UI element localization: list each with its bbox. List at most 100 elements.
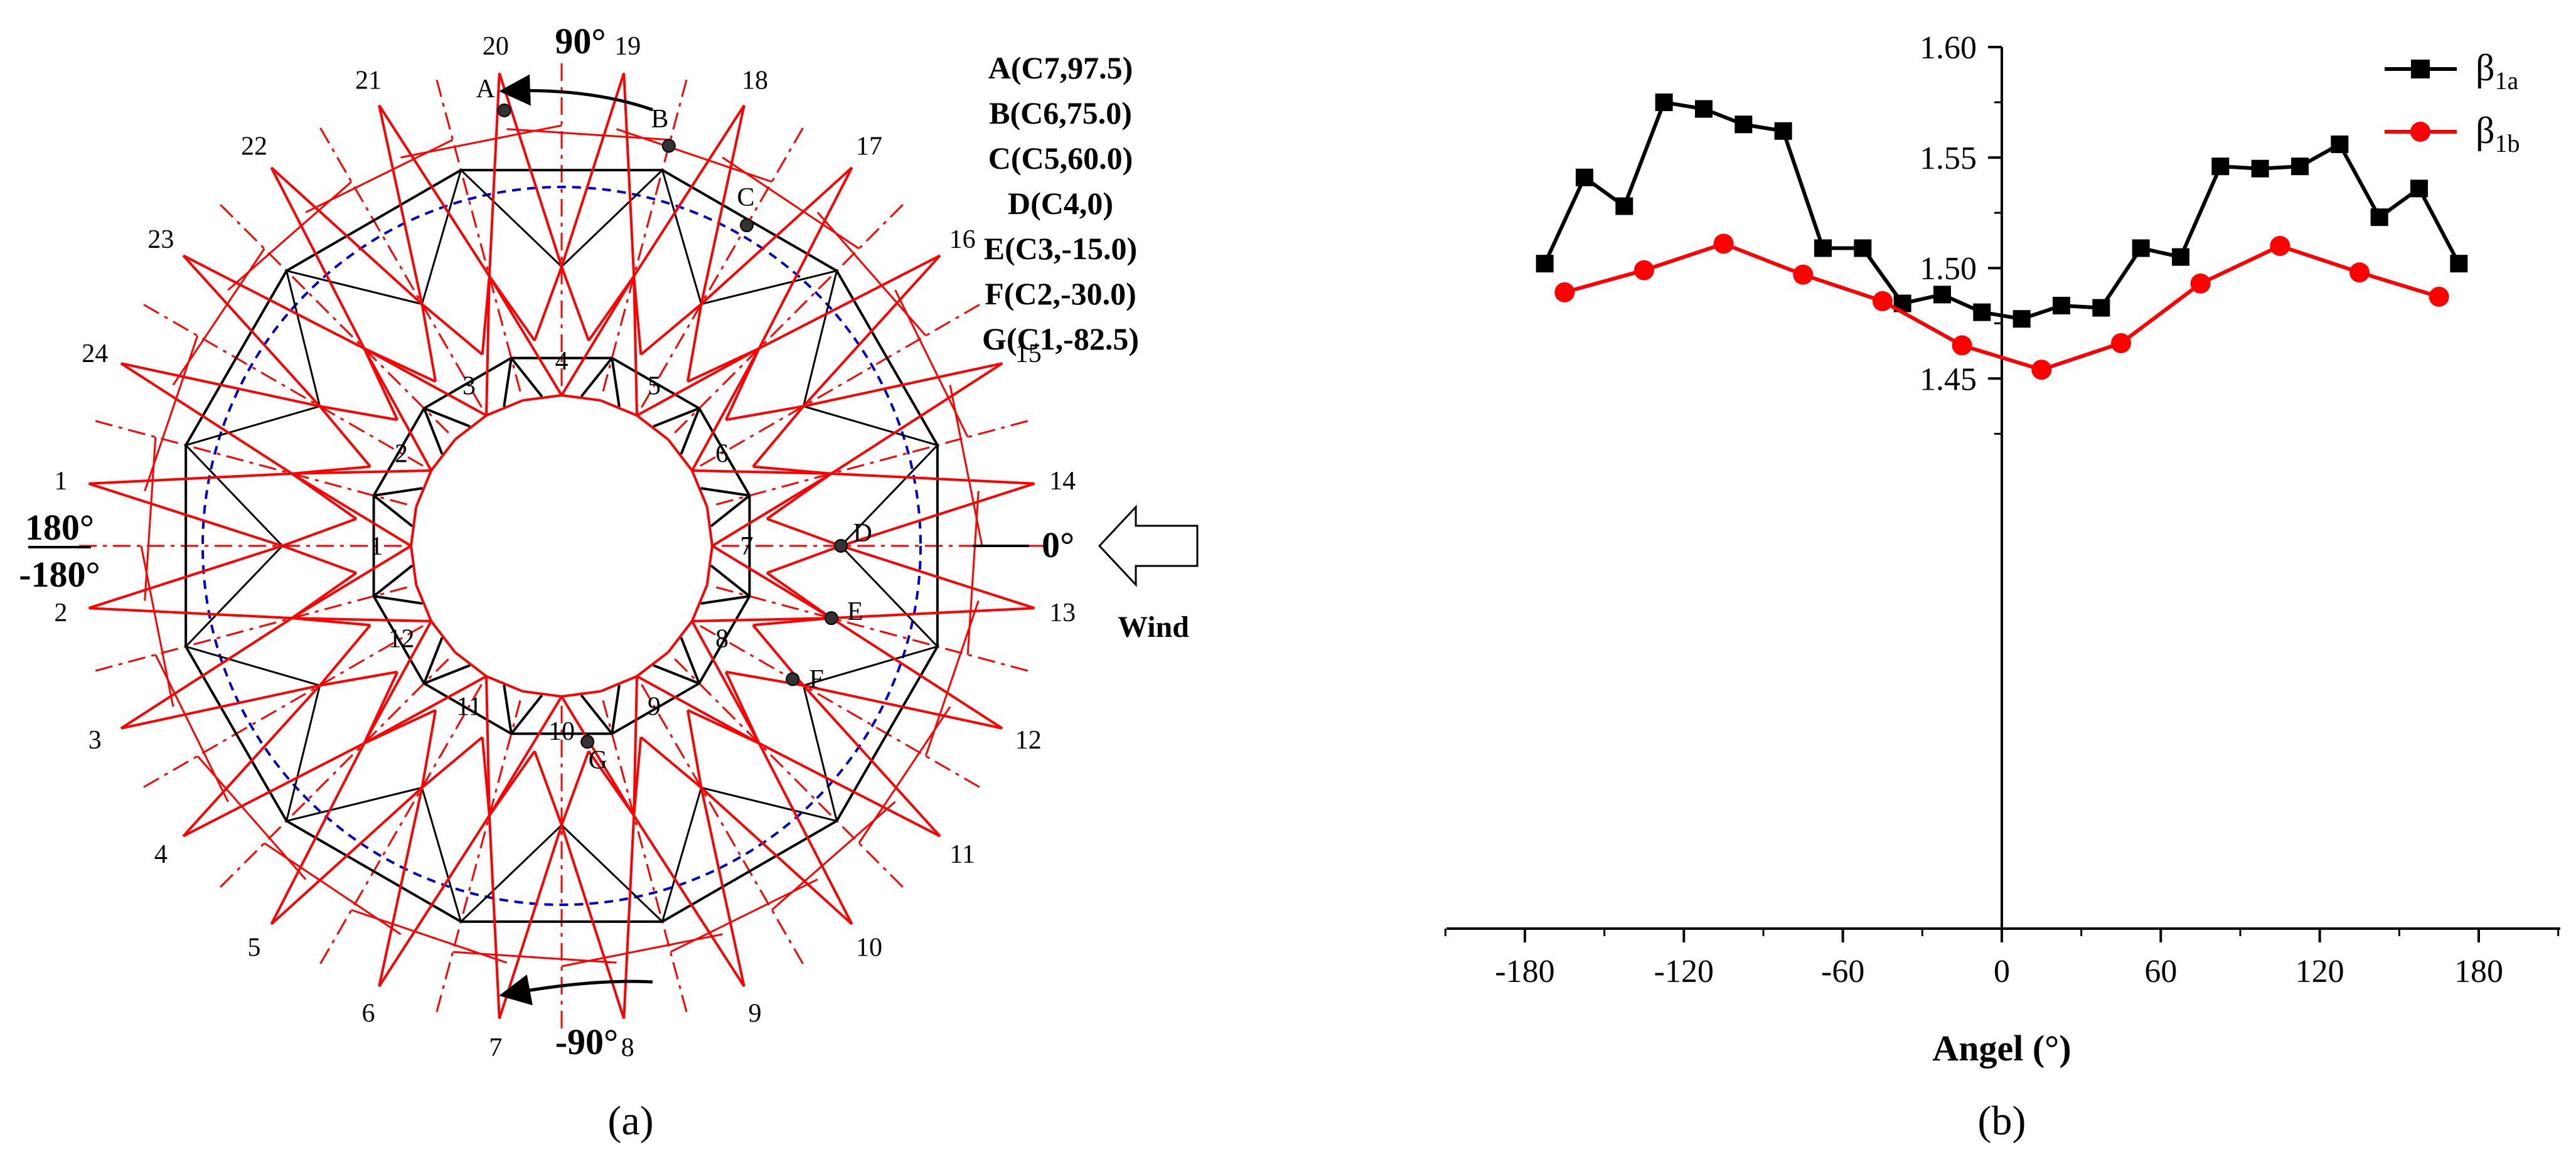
radial-guide-line [700,302,983,467]
outer-node-number: 20 [483,32,509,61]
data-point-β1b [1554,282,1575,302]
outer-node-number: 3 [88,726,102,755]
inner-ring-member [415,470,433,508]
outer-spike-member [488,73,501,277]
outer-spike-member [700,786,853,925]
x-tick-label: 0 [1994,954,2010,989]
x-axis-label: Angel (°) [1932,1028,2071,1069]
middle-ring-member [686,710,703,788]
wind-zero-label: 0° [1042,525,1074,565]
outer-node-number: 11 [949,840,975,869]
inner-ring-member [636,414,669,440]
outer-spike-member [182,254,321,407]
outer-spike-member [831,607,1035,620]
radial-guide-line [674,658,907,891]
middle-ring-member [560,266,590,341]
diagonal-strut [292,469,432,475]
measurement-point-label: D [853,519,872,548]
radial-guide-line [92,419,408,506]
middle-ring-member [319,670,398,687]
diagonal-strut [692,469,831,475]
radial-guide-line [318,684,483,968]
radial-guide-line [641,684,806,968]
radial-guide-line [602,700,689,1016]
wind-arrow-icon [1098,504,1199,587]
inner-truss-member [373,564,414,597]
inner-truss-member [700,595,750,605]
outer-node-number: 6 [361,1000,375,1028]
data-point-β1a [1854,239,1872,257]
data-point-β1a [2092,299,2110,317]
legend-label-b1a: β1a [2476,47,2519,95]
diagonal-strut [488,695,563,816]
radial-guide-line [715,586,1032,673]
inner-truss-member [423,682,512,735]
radial-guide-line [216,658,449,891]
outer-spike-member [758,254,941,350]
data-point-β1b [1952,335,1972,356]
middle-ring-member [725,405,804,422]
data-point-β1a [1536,255,1554,273]
outer-spike-member [378,104,491,277]
measurement-point-marker [786,672,800,686]
outer-link-member [185,545,284,648]
outer-link-member [286,270,422,306]
x-tick-label: -60 [1821,954,1864,989]
inner-ring-member [636,651,669,678]
outer-link-member [286,270,321,407]
data-point-β1a [1774,122,1792,140]
outer-node-number: 23 [147,225,174,254]
y-tick-label: 1.50 [1920,251,1977,287]
inner-ring-member [410,545,418,585]
measurement-point-label: F [809,665,823,694]
inner-truss-member [700,487,750,497]
y-axis-ticks: 1.45 1.50 1.55 1.60 [1920,30,2002,435]
outer-node-number: 10 [856,934,882,962]
inner-truss-member [373,494,414,528]
legend-line-f: F(C2,-30.0) [985,276,1136,311]
diagonal-strut [692,617,831,622]
middle-ring-member [421,303,483,356]
inner-ring-member [690,470,708,508]
data-point-β1a [2251,159,2269,178]
measurement-point-label: G [589,746,607,775]
outer-node-number: 1 [54,467,67,496]
outer-spike-member [88,472,292,485]
radial-guide-line [715,419,1032,506]
data-point-β1b [2349,262,2370,283]
inner-truss-member [680,637,701,684]
legend-line-b: B(C6,75.0) [989,95,1132,131]
inner-ring-member [705,545,713,585]
radial-guide-line [216,201,449,434]
caption-b: (b) [1978,1098,2026,1144]
middle-ring-member [319,405,371,467]
inner-truss-member [680,408,701,455]
data-point-β1a [1734,115,1753,134]
data-point-β1a [2291,157,2309,176]
radial-guide-line [140,625,424,790]
measurement-point-marker [497,103,511,117]
inner-ring-member [690,584,708,622]
data-point-β1a [1695,100,1713,118]
inner-truss-member [611,358,621,407]
x-tick-label: 60 [2144,954,2177,989]
diagonal-strut [560,695,635,816]
outer-spike-member [270,167,366,349]
inner-truss-member [510,694,543,735]
diagonal-strut [292,617,432,622]
diagonal-strut [363,348,432,471]
legend-label-b1b: β1b [2476,110,2520,157]
inner-truss-member [653,407,700,428]
left-label-minus180: -180° [19,554,100,595]
measurement-point-marker [834,539,848,553]
outer-link-member [185,646,321,686]
data-point-β1a [1615,197,1633,215]
radial-guide-line [602,76,689,392]
data-point-β1a [1576,168,1593,186]
data-point-β1b [1634,260,1654,280]
outer-node-number: 24 [82,339,108,368]
outer-node-number: 18 [742,66,768,95]
left-label-180: 180° [25,507,94,548]
inner-truss-member [611,685,621,734]
